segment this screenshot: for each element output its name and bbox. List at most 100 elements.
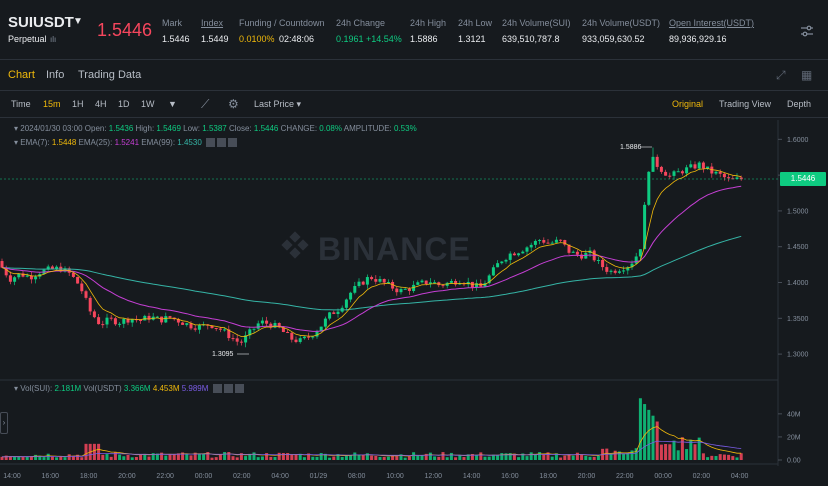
volume-bar: [349, 455, 353, 460]
chart-bars-icon: ılı: [50, 35, 57, 44]
legend-collapse-icon[interactable]: ▾: [14, 124, 19, 133]
volume-bar: [428, 452, 432, 460]
index-value: 1.5449: [201, 34, 229, 44]
volume-bar: [643, 404, 647, 460]
candle-body: [244, 335, 248, 343]
expand-panel-icon[interactable]: ›: [0, 412, 8, 434]
expand-icon[interactable]: ⤢: [776, 68, 786, 82]
open-interest-link[interactable]: Open Interest(USDT): [669, 18, 755, 28]
interval-1w[interactable]: 1W: [141, 99, 155, 109]
candle-body: [727, 177, 731, 179]
volume-bar: [63, 457, 67, 460]
volume-bar: [550, 456, 554, 460]
volume-bar: [571, 455, 575, 460]
time-tick-label: 00:00: [195, 473, 213, 480]
tab-chart[interactable]: Chart: [8, 69, 35, 81]
candle-body: [517, 253, 521, 256]
ema-legend: ▾ EMA(7): 1.5448 EMA(25): 1.5241 EMA(99)…: [14, 138, 237, 148]
visibility-icon[interactable]: [212, 384, 222, 394]
close-icon[interactable]: [234, 384, 244, 394]
volume-bar: [731, 456, 735, 460]
volume-bar: [470, 453, 474, 460]
candle-body: [630, 263, 634, 268]
gear-icon[interactable]: ⚙: [228, 97, 239, 111]
candle-body: [218, 328, 222, 330]
candle-body: [185, 323, 189, 325]
candle-body: [483, 283, 487, 287]
volume-bar: [622, 453, 626, 460]
sliders-icon[interactable]: [799, 24, 815, 38]
grid-icon[interactable]: ▦: [801, 68, 813, 82]
interval-15m[interactable]: 15m: [43, 99, 61, 109]
candle-body: [370, 277, 374, 280]
volume-bar: [630, 450, 634, 460]
amplitude-label: AMPLITUDE:: [343, 124, 392, 133]
binance-watermark: BINANCE: [281, 231, 470, 267]
volume-bar: [391, 455, 395, 460]
volume-bar: [328, 457, 332, 460]
settings-icon[interactable]: [223, 384, 233, 394]
indicator-icon[interactable]: ⟋: [201, 97, 210, 111]
open-interest-value: 89,936,929.16: [669, 34, 727, 44]
tab-info[interactable]: Info: [46, 69, 65, 81]
chart-toolbar: Time 15m 1H 4H 1D 1W ▼ ⟋ ⚙ Last Price ▾ …: [0, 92, 828, 118]
volume-bar: [697, 437, 701, 460]
high-value: 1.5469: [156, 124, 181, 133]
time-tick-label: 02:00: [693, 473, 711, 480]
candle-body: [638, 249, 642, 257]
legend-collapse-icon[interactable]: ▾: [14, 138, 19, 147]
view-original[interactable]: Original: [672, 99, 704, 109]
candle-body: [529, 244, 533, 248]
interval-1h[interactable]: 1H: [72, 99, 84, 109]
candle-body: [626, 267, 630, 271]
volume-bar: [538, 452, 542, 460]
volume-usdt-value: 933,059,630.52: [582, 34, 645, 44]
candle-body: [391, 281, 395, 289]
index-link[interactable]: Index: [201, 18, 224, 28]
volume-bar: [269, 456, 273, 460]
volume-bar: [101, 454, 105, 460]
volume-bar: [147, 456, 151, 460]
volume-bar: [718, 454, 722, 460]
legend-collapse-icon[interactable]: ▾: [14, 384, 19, 393]
candle-body: [139, 319, 143, 321]
price-type-select[interactable]: Last Price ▾: [254, 99, 302, 109]
low-value: 1.5387: [202, 124, 227, 133]
close-icon[interactable]: [228, 138, 237, 148]
volume-bar: [176, 453, 180, 460]
volume-tick-label: 0.00: [787, 458, 801, 465]
candle-body: [399, 289, 403, 293]
candle-body: [504, 259, 508, 262]
view-depth[interactable]: Depth: [787, 99, 812, 109]
volume-bar: [483, 456, 487, 460]
volume-bar: [399, 454, 403, 460]
caret-down-icon[interactable]: ▼: [73, 16, 83, 27]
visibility-icon[interactable]: [206, 138, 215, 148]
high-marker-label: 1.5886: [620, 144, 642, 151]
candle-body: [580, 254, 584, 259]
volume-bar: [67, 454, 71, 460]
time-button[interactable]: Time: [11, 99, 31, 109]
high-label: High:: [135, 124, 155, 133]
tab-trading-data[interactable]: Trading Data: [78, 69, 142, 81]
volume-bar: [735, 457, 739, 460]
time-tick-label: 16:00: [42, 473, 60, 480]
volume-bar: [479, 452, 483, 460]
settings-icon[interactable]: [217, 138, 226, 148]
volume-bar: [248, 453, 252, 460]
candle-body: [130, 319, 134, 323]
change-value: 0.1961 +14.54%: [336, 34, 402, 44]
chart-tabs: Chart Info Trading Data ⤢ ▦: [0, 61, 828, 91]
volume-bar: [739, 453, 743, 460]
candle-body: [428, 282, 432, 284]
volume-bar: [680, 437, 684, 460]
candle-body: [349, 292, 353, 300]
interval-4h[interactable]: 4H: [95, 99, 107, 109]
view-trading-view[interactable]: Trading View: [719, 99, 772, 109]
symbol-selector[interactable]: SUIUSDT: [8, 14, 74, 31]
interval-1d[interactable]: 1D: [118, 99, 130, 109]
more-intervals-icon[interactable]: ▼: [168, 99, 177, 109]
ema99-value: 1.4530: [177, 138, 202, 147]
candle-body: [88, 297, 92, 312]
